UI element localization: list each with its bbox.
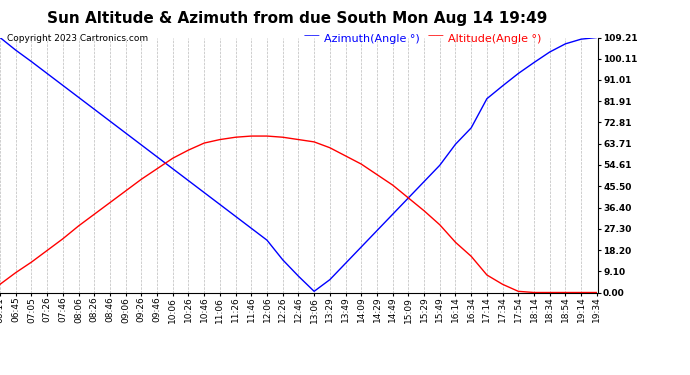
- Text: Copyright 2023 Cartronics.com: Copyright 2023 Cartronics.com: [7, 34, 148, 43]
- Text: Altitude(Angle °): Altitude(Angle °): [448, 34, 542, 44]
- Text: Azimuth(Angle °): Azimuth(Angle °): [324, 34, 420, 44]
- Text: Sun Altitude & Azimuth from due South Mon Aug 14 19:49: Sun Altitude & Azimuth from due South Mo…: [46, 11, 547, 26]
- Text: ——: ——: [304, 31, 320, 40]
- Text: ——: ——: [428, 31, 444, 40]
